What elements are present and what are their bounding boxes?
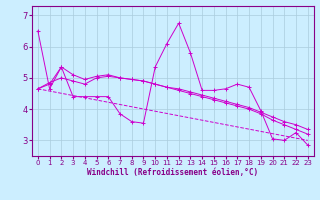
X-axis label: Windchill (Refroidissement éolien,°C): Windchill (Refroidissement éolien,°C) xyxy=(87,168,258,177)
